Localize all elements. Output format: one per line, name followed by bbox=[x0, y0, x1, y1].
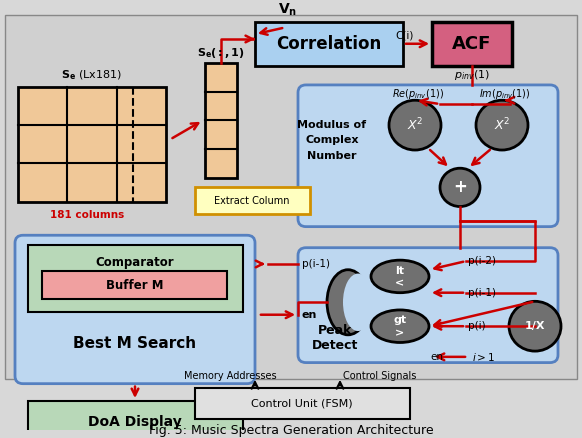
FancyBboxPatch shape bbox=[195, 187, 310, 214]
Text: >: > bbox=[395, 328, 404, 338]
Text: $X^2$: $X^2$ bbox=[407, 117, 423, 134]
FancyBboxPatch shape bbox=[298, 85, 558, 226]
Ellipse shape bbox=[343, 274, 373, 331]
FancyBboxPatch shape bbox=[28, 245, 243, 312]
Text: 1/X: 1/X bbox=[525, 321, 545, 331]
Text: $\mathbf{V_n}$: $\mathbf{V_n}$ bbox=[278, 1, 297, 18]
Text: $i>1$: $i>1$ bbox=[472, 351, 495, 363]
Text: Detect: Detect bbox=[312, 339, 358, 352]
Ellipse shape bbox=[371, 310, 429, 343]
Text: 181 columns: 181 columns bbox=[50, 210, 124, 220]
FancyBboxPatch shape bbox=[432, 22, 512, 66]
FancyBboxPatch shape bbox=[28, 401, 243, 438]
Circle shape bbox=[476, 100, 528, 150]
Text: $X^2$: $X^2$ bbox=[494, 117, 510, 134]
Text: $\mathbf{S_e(:,1)}$: $\mathbf{S_e(:,1)}$ bbox=[197, 46, 245, 60]
Text: Complex: Complex bbox=[305, 135, 359, 145]
Text: <: < bbox=[395, 278, 404, 288]
Text: Fig. 5: Music Spectra Generation Architecture: Fig. 5: Music Spectra Generation Archite… bbox=[148, 424, 434, 437]
Circle shape bbox=[440, 168, 480, 207]
Text: en: en bbox=[302, 310, 317, 320]
Text: Extract Column: Extract Column bbox=[214, 196, 290, 206]
Text: ACF: ACF bbox=[452, 35, 492, 53]
Text: $Im(p_{inv}(1))$: $Im(p_{inv}(1))$ bbox=[479, 88, 531, 102]
Text: +: + bbox=[453, 178, 467, 196]
Text: Buffer M: Buffer M bbox=[107, 279, 164, 292]
FancyBboxPatch shape bbox=[195, 389, 410, 419]
Text: $p_{inv}(1)$: $p_{inv}(1)$ bbox=[454, 68, 490, 82]
Circle shape bbox=[389, 100, 441, 150]
FancyBboxPatch shape bbox=[18, 87, 166, 202]
Text: Control Unit (FSM): Control Unit (FSM) bbox=[251, 399, 353, 409]
Text: Number: Number bbox=[307, 151, 357, 161]
Text: lt: lt bbox=[396, 266, 404, 276]
FancyBboxPatch shape bbox=[255, 22, 403, 66]
Text: $\mathbf{S_e}$ (Lx181): $\mathbf{S_e}$ (Lx181) bbox=[62, 69, 123, 82]
Ellipse shape bbox=[327, 270, 369, 335]
FancyBboxPatch shape bbox=[205, 63, 237, 178]
FancyBboxPatch shape bbox=[298, 248, 558, 363]
Text: p(i-2): p(i-2) bbox=[468, 256, 496, 266]
FancyBboxPatch shape bbox=[15, 235, 255, 384]
Text: gt: gt bbox=[393, 315, 407, 325]
Circle shape bbox=[509, 301, 561, 351]
Ellipse shape bbox=[371, 260, 429, 293]
FancyBboxPatch shape bbox=[5, 15, 577, 379]
Text: en: en bbox=[430, 352, 443, 362]
Text: Control Signals: Control Signals bbox=[343, 371, 417, 381]
Text: Peak: Peak bbox=[318, 325, 352, 338]
Text: Memory Addresses: Memory Addresses bbox=[184, 371, 276, 381]
FancyBboxPatch shape bbox=[42, 271, 227, 300]
Text: C(i): C(i) bbox=[396, 30, 414, 40]
Text: Best M Search: Best M Search bbox=[73, 336, 197, 351]
Text: p(i-1): p(i-1) bbox=[302, 259, 330, 269]
Text: $Re(p_{inv}(1))$: $Re(p_{inv}(1))$ bbox=[392, 88, 444, 102]
Text: Modulus of: Modulus of bbox=[297, 120, 367, 130]
Text: Correlation: Correlation bbox=[276, 35, 382, 53]
Text: DoA Display: DoA Display bbox=[88, 415, 182, 429]
Text: Comparator: Comparator bbox=[95, 255, 175, 268]
Text: p(i-1): p(i-1) bbox=[468, 288, 496, 298]
Text: p(i): p(i) bbox=[468, 321, 485, 331]
